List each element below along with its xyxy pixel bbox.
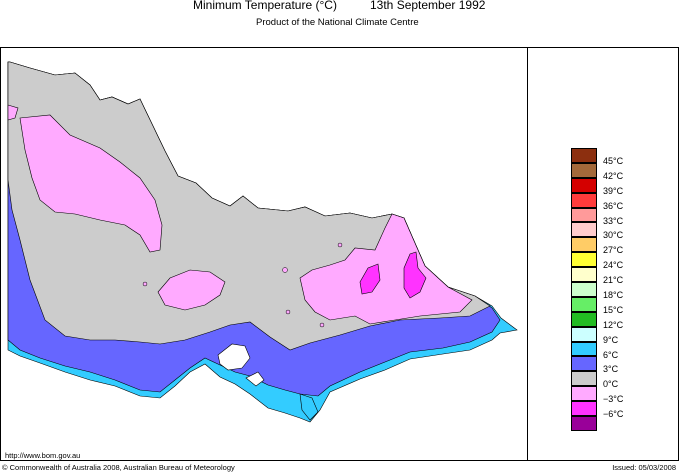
- legend-swatch: [571, 296, 597, 312]
- legend-label: 33°C: [603, 215, 624, 226]
- title-text: Minimum Temperature (°C): [193, 0, 337, 12]
- legend-label: 24°C: [603, 260, 624, 271]
- source-url: http://www.bom.gov.au: [5, 451, 81, 460]
- legend-label: 6°C: [603, 349, 619, 360]
- patch: [142, 281, 148, 287]
- legend-swatch: [571, 267, 597, 283]
- legend-swatch: [571, 177, 597, 193]
- zone-minus3c-westedge: [7, 104, 19, 121]
- patch: [319, 322, 325, 328]
- legend-swatch: [571, 282, 597, 297]
- legend-label: −3°C: [603, 394, 624, 405]
- map-subtitle: Product of the National Climate Centre: [256, 17, 419, 28]
- zone-minus3c-alpine: [299, 213, 473, 325]
- legend-swatch: [571, 192, 597, 208]
- legend-label: 36°C: [603, 200, 624, 211]
- legend-swatch: [571, 222, 597, 238]
- patch: [337, 242, 343, 248]
- legend-label: 9°C: [603, 334, 619, 345]
- legend-label: 15°C: [603, 304, 624, 315]
- patch: [285, 309, 291, 315]
- legend-swatch: [571, 207, 597, 223]
- legend-label: 0°C: [603, 379, 619, 390]
- legend-label: 27°C: [603, 245, 624, 256]
- legend-label: 30°C: [603, 230, 624, 241]
- legend-swatch: [571, 148, 597, 163]
- legend-swatch: [571, 386, 597, 402]
- legend-swatch: [571, 326, 597, 342]
- legend-swatch: [571, 341, 597, 357]
- zone-minus6c-east: [403, 251, 427, 299]
- legend-label: 12°C: [603, 319, 624, 330]
- legend-swatch: [571, 311, 597, 327]
- western-port: [245, 371, 265, 387]
- legend-label: 18°C: [603, 290, 624, 301]
- legend-swatch: [571, 356, 597, 372]
- zone-minus6c-west: [359, 263, 381, 295]
- map-frame: [0, 47, 679, 461]
- zone-minus3c-northwest: [19, 114, 163, 253]
- legend-label: 39°C: [603, 185, 624, 196]
- legend-swatch: [571, 371, 597, 387]
- legend-swatch: [571, 416, 597, 431]
- patch: [282, 267, 288, 273]
- issued-date: Issued: 05/03/2008: [612, 463, 676, 472]
- copyright-text: © Commonwealth of Australia 2008, Austra…: [2, 463, 235, 472]
- legend-swatch: [571, 401, 597, 417]
- legend-label: 21°C: [603, 275, 624, 286]
- legend-label: 45°C: [603, 156, 624, 166]
- legend-swatch: [571, 162, 597, 178]
- promontory: [299, 393, 319, 421]
- legend-swatch: [571, 252, 597, 268]
- port-phillip-bay: [217, 343, 251, 371]
- legend-label: 3°C: [603, 364, 619, 375]
- title-date: 13th September 1992: [370, 0, 486, 12]
- legend-label: 42°C: [603, 170, 624, 181]
- legend-swatch: [571, 237, 597, 253]
- zone-minus3c-central: [157, 269, 226, 311]
- legend-label: −6°C: [603, 409, 624, 420]
